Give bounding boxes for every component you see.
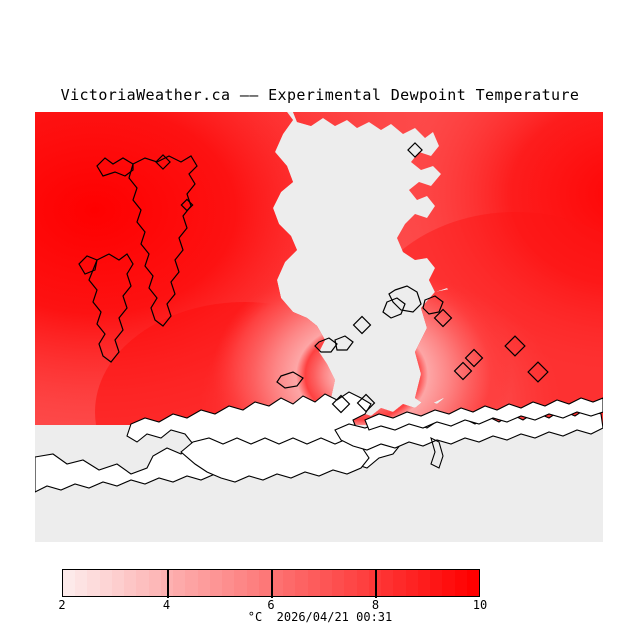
colorbar-step-5 [124,570,137,596]
colorbar-tick-6: 6 [267,598,275,612]
colorbar-step-6 [136,570,149,596]
colorbar[interactable] [62,569,480,598]
map-canvas[interactable] [35,112,603,542]
colorbar-step-3 [99,570,112,596]
colorbar-step-15 [246,570,259,596]
colorbar-tick-2: 2 [58,598,66,612]
colorbar-tick-4: 4 [162,598,171,612]
colorbar-tick-labels: 2 4 6 8 10 [58,598,487,614]
station-marker[interactable] [331,394,351,414]
colorbar-step-20 [307,570,320,596]
colorbar-gradient[interactable] [62,569,480,598]
colorbar-tick-8: 8 [371,598,380,612]
colorbar-step-32 [454,570,467,596]
colorbar-step-0 [63,570,76,596]
colorbar-steps [63,570,479,596]
southern-landmass [35,391,603,493]
colorbar-step-11 [197,570,210,596]
colorbar-step-25 [368,570,382,596]
map-panel[interactable] [35,112,603,542]
station-marker[interactable] [352,315,372,335]
colorbar-step-22 [332,570,345,596]
colorbar-step-4 [111,570,125,596]
colorbar-step-18 [283,570,296,596]
colorbar-tick-line-4 [167,570,169,598]
colorbar-tick-line-8 [375,570,377,598]
page-title: VictoriaWeather.ca —— Experimental Dewpo… [60,86,580,104]
colorbar-step-1 [75,570,88,596]
station-markers[interactable] [155,142,549,414]
station-marker[interactable] [504,335,526,357]
colorbar-step-31 [442,570,455,596]
colorbar-step-24 [356,570,369,596]
colorbar-step-23 [344,570,357,596]
colorbar-step-10 [185,570,198,596]
colorbar-step-14 [234,570,247,596]
station-marker[interactable] [453,361,473,381]
colorbar-step-9 [173,570,186,596]
colorbar-step-7 [148,570,161,596]
station-marker[interactable] [356,393,376,413]
colorbar-step-2 [87,570,100,596]
colorbar-step-8 [160,570,174,596]
colorbar-step-30 [430,570,443,596]
colorbar-step-13 [222,570,235,596]
colorbar-units-label: °C 2026/04/21 00:31 [247,610,393,624]
colorbar-step-27 [393,570,406,596]
station-marker[interactable] [155,154,171,170]
island-outlines [78,155,444,389]
station-marker[interactable] [527,361,549,383]
colorbar-step-17 [270,570,284,596]
colorbar-step-26 [381,570,394,596]
colorbar-step-28 [405,570,418,596]
colorbar-step-12 [209,570,223,596]
colorbar-tick-10: 10 [472,598,488,612]
colorbar-step-29 [417,570,431,596]
station-marker[interactable] [180,198,194,212]
station-marker[interactable] [407,142,423,158]
colorbar-step-19 [295,570,308,596]
colorbar-step-33 [466,570,479,596]
colorbar-step-21 [319,570,333,596]
station-marker[interactable] [464,348,484,368]
station-marker[interactable] [433,308,453,328]
colorbar-step-16 [258,570,271,596]
colorbar-tick-line-6 [271,570,273,598]
